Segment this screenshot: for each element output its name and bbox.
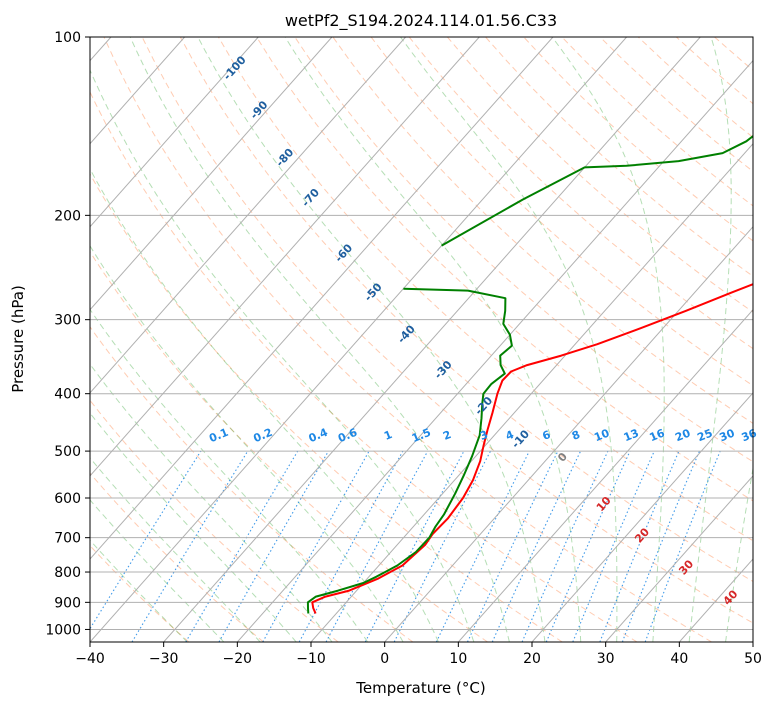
moist-adiabat-line [688,37,732,642]
mixing-ratio-label: 10 [592,426,611,444]
profile-line [441,134,753,247]
y-tick-label: 100 [54,30,81,46]
mixing-ratio-line [599,450,680,642]
profile-lines [306,134,753,614]
isotherm-gridline [163,37,701,642]
y-tick-label: 400 [54,387,81,403]
mixing-ratio-label: 16 [648,426,667,444]
dry-adiabat-line [90,544,190,642]
background-lines [90,37,775,642]
plot-frame [89,36,754,643]
chart-title: wetPf2_S194.2024.114.01.56.C33 [285,11,557,31]
mixing-ratio-line [621,450,701,642]
y-tick-label: 300 [54,313,81,329]
moist-adiabat-line [90,412,297,642]
moist-adiabat-line [129,37,510,642]
mixing-ratio-label: 30 [717,426,736,444]
mixing-ratio-line [572,450,655,642]
plot-area [90,37,753,642]
dry-adiabat-line [90,90,638,642]
isotherm-gridline [90,37,407,394]
mixing-ratio-label: 2 [441,428,453,443]
moist-adiabat-line [90,457,261,642]
dry-adiabat-line [90,173,563,642]
moist-adiabat-line [90,68,475,642]
mixing-ratio-label: 1 [382,428,394,443]
isotherm-gridline [90,37,480,477]
dry-adiabat-line [332,37,753,424]
moist-adiabat-line [90,308,369,642]
isotherm-gridline [384,225,753,642]
x-axis-label: Temperature (°C) [355,679,485,697]
mixing-ratio-label: 25 [695,427,714,445]
x-tick-label: 40 [670,651,688,667]
x-tick-label: −10 [296,651,326,667]
y-tick-label: 200 [54,208,81,224]
mixing-ratio-label: 13 [622,427,641,445]
mixing-ratio-line [545,450,631,642]
y-tick-label: 1000 [45,622,81,638]
x-tick-label: 0 [380,651,389,667]
y-tick-label: 800 [54,565,81,581]
mixing-ratio-label: 3 [478,428,490,443]
dry-adiabat-line [294,37,753,463]
x-tick-label: −30 [149,651,179,667]
mixing-ratio-line [521,450,609,642]
moist-adiabat-line [90,244,404,642]
x-tick-label: 10 [449,651,467,667]
isotherm-gridline [90,37,186,145]
x-tick-label: 30 [597,651,615,667]
y-tick-label: 500 [54,444,81,460]
y-axis: 100 200 300 400 500 600 700 800 900 1000 [45,30,90,638]
moist-adiabat-line [762,37,775,642]
mixing-ratio-line [644,450,721,642]
isotherm-gridline [457,309,753,642]
dry-adiabat-line [179,37,753,583]
dry-adiabat-line [90,250,488,642]
x-tick-label: −20 [223,651,253,667]
mixing-ratio-line [262,450,370,642]
y-tick-label: 700 [54,531,81,547]
mixing-ratio-line [393,450,491,642]
isotherm-gridline [605,475,753,642]
y-axis-label: Pressure (hPa) [9,285,27,393]
dry-adiabat-line [408,37,753,350]
mixing-ratio-line [325,450,429,642]
dry-adiabat-line [752,37,753,38]
mixing-ratio-line [298,450,404,642]
y-tick-label: 900 [54,595,81,611]
isotherm-gridline [531,392,753,642]
mixing-ratio-label: 20 [673,426,692,444]
moist-adiabat-line [197,37,546,642]
profile-line [311,283,753,614]
moist-adiabat-line [90,363,333,642]
dry-adiabat-line [90,399,339,642]
x-tick-label: 50 [744,651,762,667]
isotherm-gridline [90,37,628,642]
x-tick-label: −40 [75,651,105,667]
isotherm-gridline [90,37,554,560]
dry-adiabat-line [141,37,753,624]
isotherm-gridline [752,641,753,642]
profile-line [306,287,513,614]
isotherm-gridline [310,142,753,642]
isotherm-gridline [90,37,333,311]
x-tick-label: 20 [523,651,541,667]
moist-adiabat-line [284,37,582,642]
dry-adiabat-line [90,472,264,642]
x-axis: −40 −30 −20 −10 0 10 20 30 40 50 [75,642,762,667]
isotherm-gridline [236,59,753,642]
dry-adiabat-line [370,37,753,387]
mixing-ratio-label: 36 [740,426,759,444]
dry-adiabat-line [256,37,753,502]
isotherm-gridline [90,37,259,228]
dry-adiabat-line [103,37,712,642]
moist-adiabat-line [551,37,665,642]
y-tick-label: 600 [54,491,81,507]
moist-adiabat-line [725,465,753,642]
mixing-ratio-label: 8 [570,428,582,443]
